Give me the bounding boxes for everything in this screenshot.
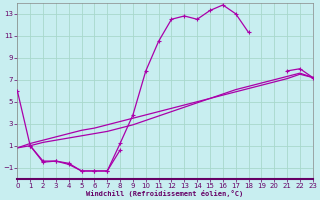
X-axis label: Windchill (Refroidissement éolien,°C): Windchill (Refroidissement éolien,°C) <box>86 190 244 197</box>
